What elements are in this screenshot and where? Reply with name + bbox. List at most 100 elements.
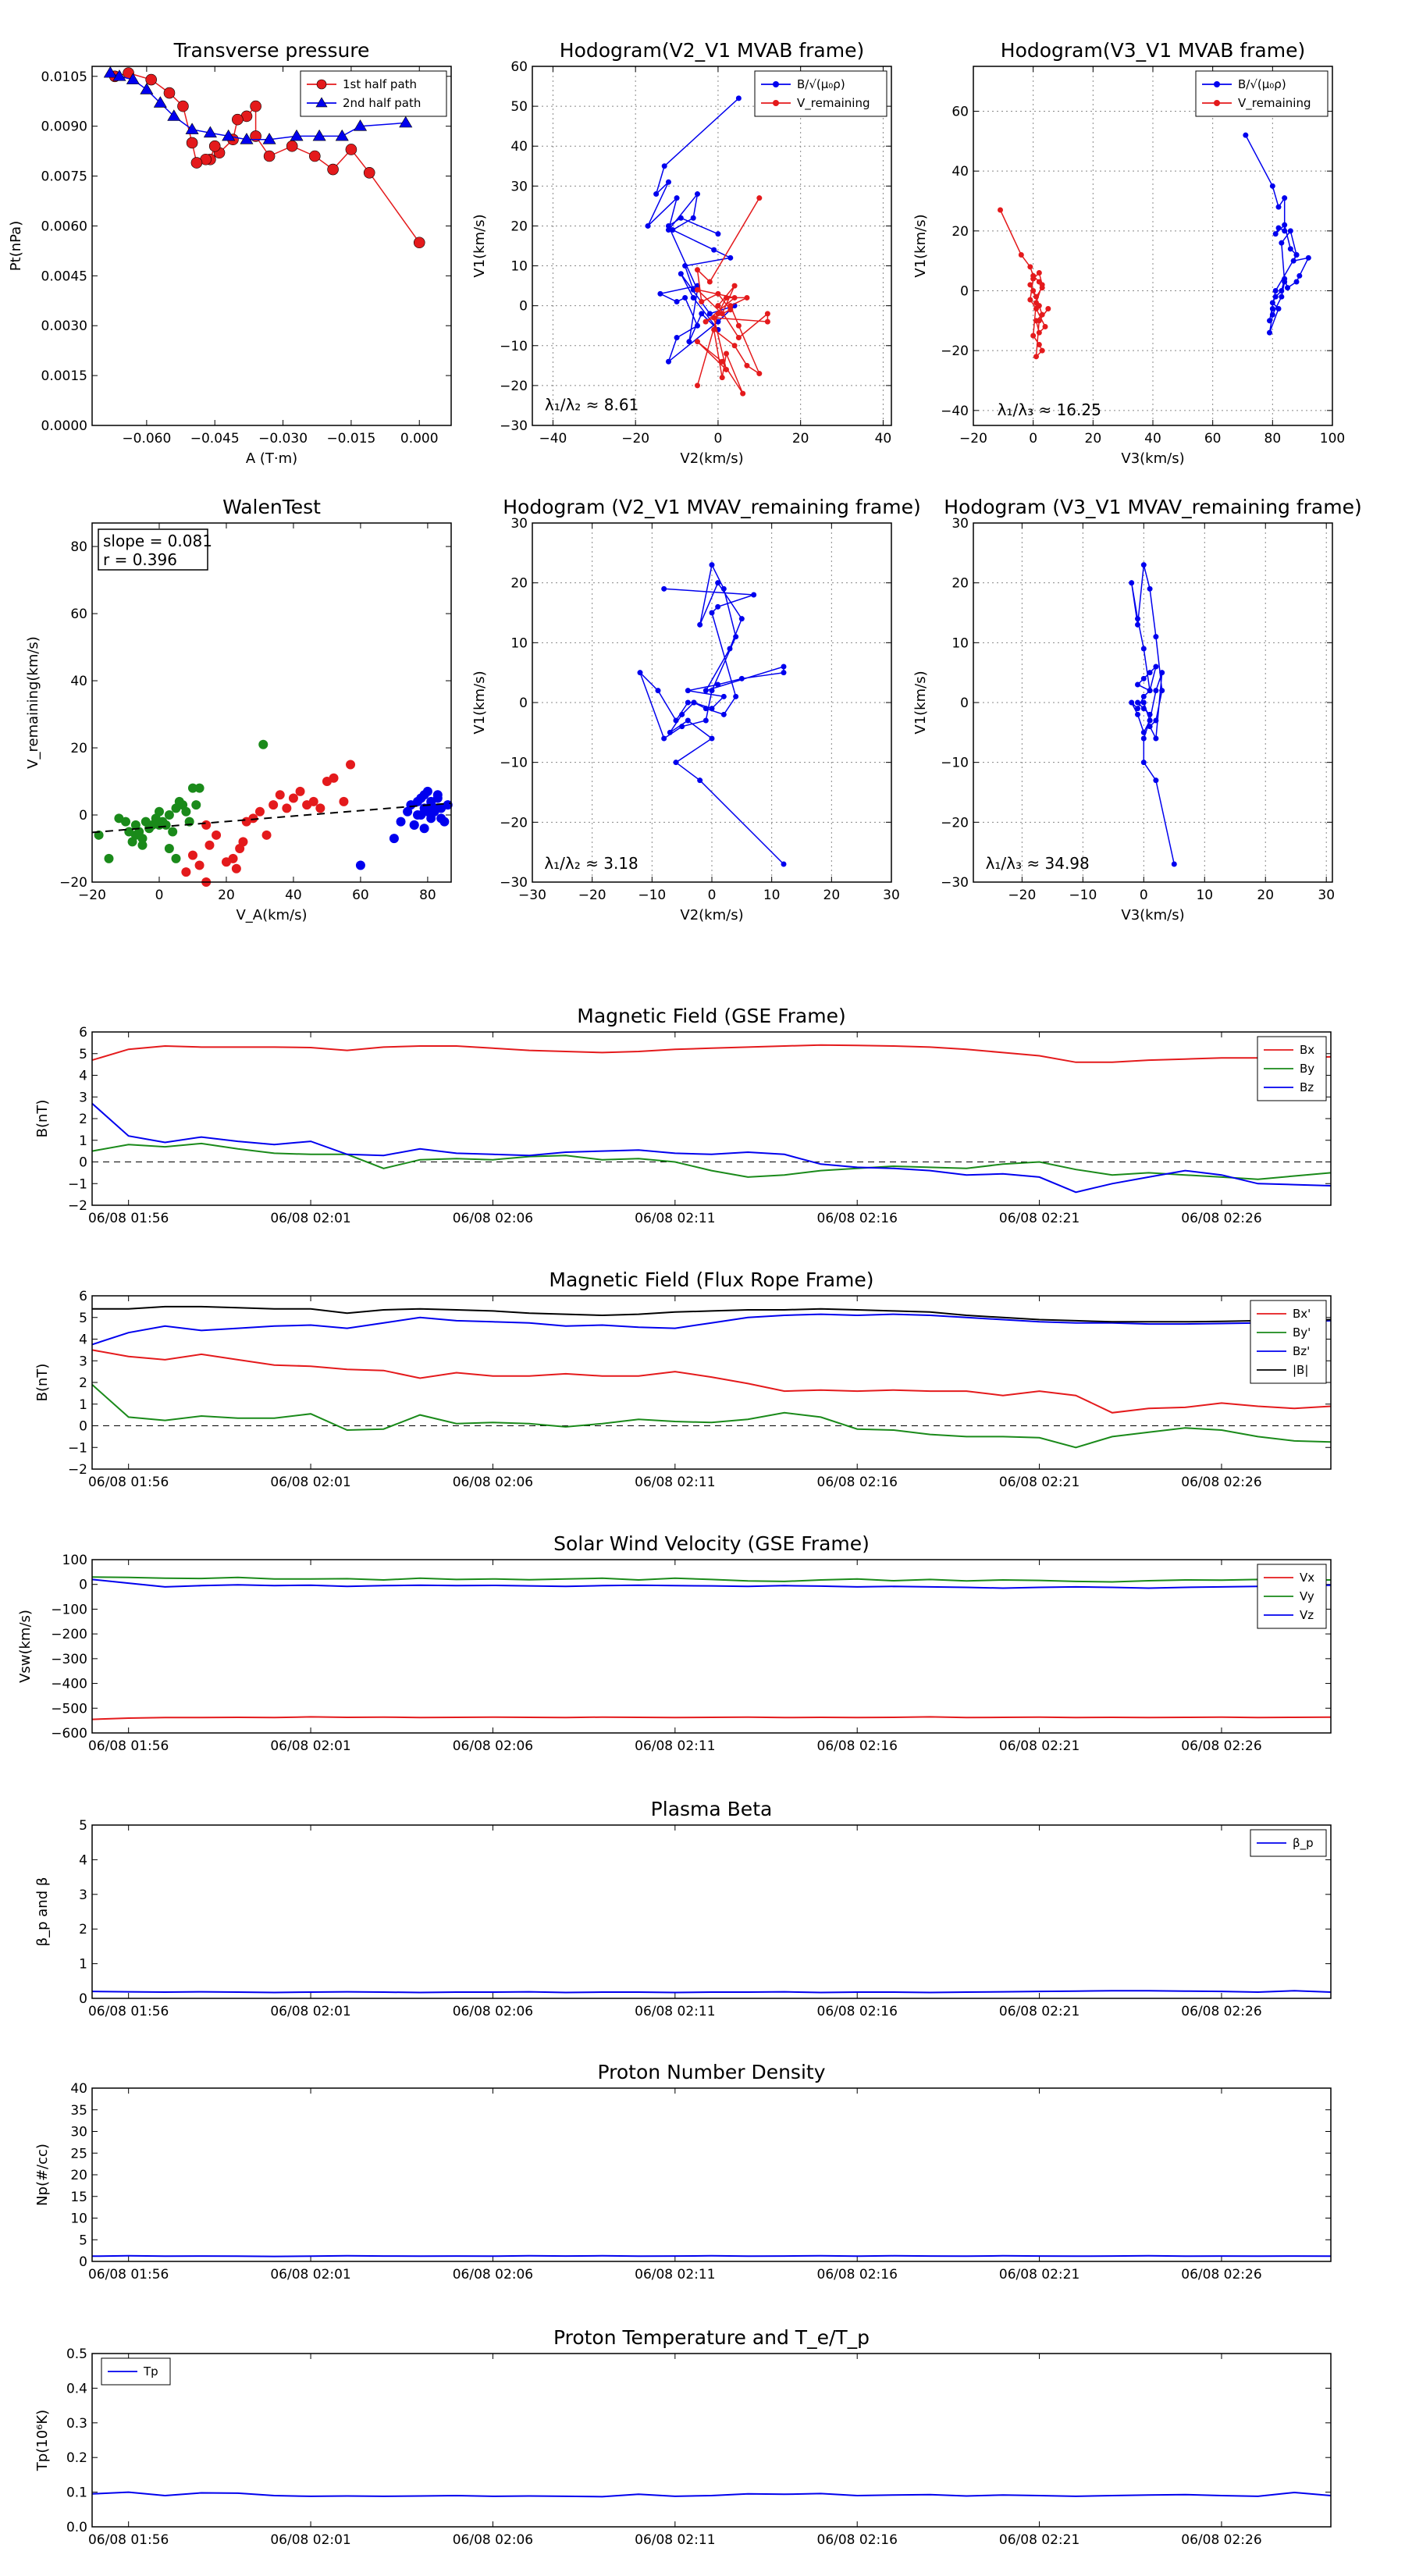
data-point <box>709 562 715 568</box>
y-tick-label: −30 <box>941 875 969 891</box>
ratio-annotation: λ₁/λ₂ ≈ 3.18 <box>544 854 638 873</box>
data-point <box>1140 729 1147 735</box>
series-line <box>695 197 769 394</box>
data-point <box>327 163 339 176</box>
data-point <box>711 247 717 253</box>
legend: Vx Vy Vz <box>1257 1564 1327 1629</box>
data-point <box>724 366 730 372</box>
x-tick-label: 60 <box>352 888 369 903</box>
data-point <box>167 109 181 121</box>
y-tick-label: 30 <box>510 179 528 194</box>
series-line <box>91 1578 1332 1589</box>
x-tick-label: 0 <box>708 888 717 903</box>
data-point <box>1282 195 1288 201</box>
data-point <box>1269 183 1275 189</box>
time-tick-label: 06/08 02:21 <box>999 1475 1080 1490</box>
y-axis-label: V1(km/s) <box>471 671 488 734</box>
data-point <box>1140 562 1147 568</box>
x-tick-label: 40 <box>285 888 302 903</box>
data-point <box>426 800 436 810</box>
data-point <box>781 861 787 867</box>
y-axis-label: V1(km/s) <box>912 671 929 734</box>
data-point <box>419 790 429 800</box>
time-tick-label: 06/08 02:01 <box>270 1211 350 1226</box>
x-tick-label: 80 <box>419 888 436 903</box>
plot-frame <box>91 1295 1332 1470</box>
y-tick-label: 30 <box>510 516 528 532</box>
time-tick-label: 06/08 02:06 <box>453 1475 533 1490</box>
data-point <box>389 834 399 844</box>
data-point <box>137 840 148 850</box>
x-tick-label: −0.030 <box>258 431 308 447</box>
series-line <box>91 1313 1332 1346</box>
data-point <box>1036 329 1042 336</box>
y-tick-label: 0.4 <box>66 2381 87 2396</box>
data-point <box>724 350 730 357</box>
panel-title: Hodogram (V2_V1 MVAV_remaining frame) <box>503 496 921 518</box>
legend: Bx By Bz <box>1257 1036 1327 1101</box>
data-point <box>177 100 189 112</box>
y-tick-label: 60 <box>951 105 969 120</box>
data-point <box>1282 222 1288 228</box>
time-tick-label: 06/08 02:01 <box>270 2532 350 2548</box>
data-point <box>1045 306 1051 311</box>
y-tick-label: 10 <box>951 635 969 651</box>
data-point <box>335 129 349 141</box>
time-tick-label: 06/08 02:21 <box>999 2267 1080 2282</box>
y-tick-label: −20 <box>941 343 969 359</box>
data-point <box>661 735 667 742</box>
y-tick-label: 30 <box>951 516 969 532</box>
y-tick-label: −20 <box>941 815 969 831</box>
time-tick-label: 06/08 02:16 <box>817 1475 898 1490</box>
y-tick-label: −30 <box>500 875 528 891</box>
y-axis-label: Np(#/cc) <box>34 2144 51 2206</box>
panel-transverse_pressure: Transverse pressure −0.060 −0.045 −0.030 −0.… <box>8 39 452 467</box>
data-point <box>661 163 667 169</box>
data-point <box>432 793 443 803</box>
time-tick-label: 06/08 02:16 <box>817 2004 898 2019</box>
data-point <box>1140 646 1147 652</box>
y-tick-label: −500 <box>51 1701 87 1717</box>
x-axis-label: V2(km/s) <box>680 907 743 923</box>
data-point <box>238 837 248 847</box>
data-point <box>665 222 671 229</box>
y-tick-label: 4 <box>79 1332 87 1348</box>
y-tick-label: −300 <box>51 1652 87 1667</box>
data-point <box>145 73 157 86</box>
time-tick-label: 06/08 02:01 <box>270 2004 350 2019</box>
x-tick-label: 40 <box>875 431 892 447</box>
legend-label: Vy <box>1300 1589 1314 1603</box>
x-axis-label: V2(km/s) <box>680 450 743 467</box>
y-tick-label: 10 <box>70 2211 87 2227</box>
data-point <box>674 335 680 341</box>
x-tick-label: 20 <box>792 431 809 447</box>
y-tick-label: 80 <box>70 539 87 555</box>
x-tick-label: −0.060 <box>122 431 171 447</box>
data-point <box>731 343 738 349</box>
data-point <box>181 867 191 877</box>
legend-label: Vz <box>1300 1608 1314 1622</box>
data-point <box>1275 225 1282 231</box>
y-tick-label: 25 <box>70 2146 87 2161</box>
series-line <box>110 72 406 141</box>
time-tick-label: 06/08 02:26 <box>1181 2532 1261 2548</box>
data-point <box>711 315 717 321</box>
data-point <box>282 803 292 813</box>
data-point <box>168 827 178 837</box>
plot-frame <box>91 1031 1332 1206</box>
data-point <box>764 311 770 317</box>
y-axis-label: Vsw(km/s) <box>17 1610 34 1683</box>
data-point <box>674 195 680 201</box>
data-point <box>727 254 734 261</box>
y-tick-label: 0.0090 <box>41 119 87 135</box>
y-tick-label: 0 <box>79 808 87 824</box>
data-point <box>308 796 318 806</box>
data-point <box>309 150 321 162</box>
data-point <box>1135 706 1141 712</box>
time-tick-label: 06/08 01:56 <box>88 1475 169 1490</box>
data-point <box>250 100 261 112</box>
y-tick-label: 0 <box>960 696 969 711</box>
data-point <box>1287 246 1293 252</box>
y-tick-label: 20 <box>951 576 969 592</box>
data-point <box>715 290 721 297</box>
